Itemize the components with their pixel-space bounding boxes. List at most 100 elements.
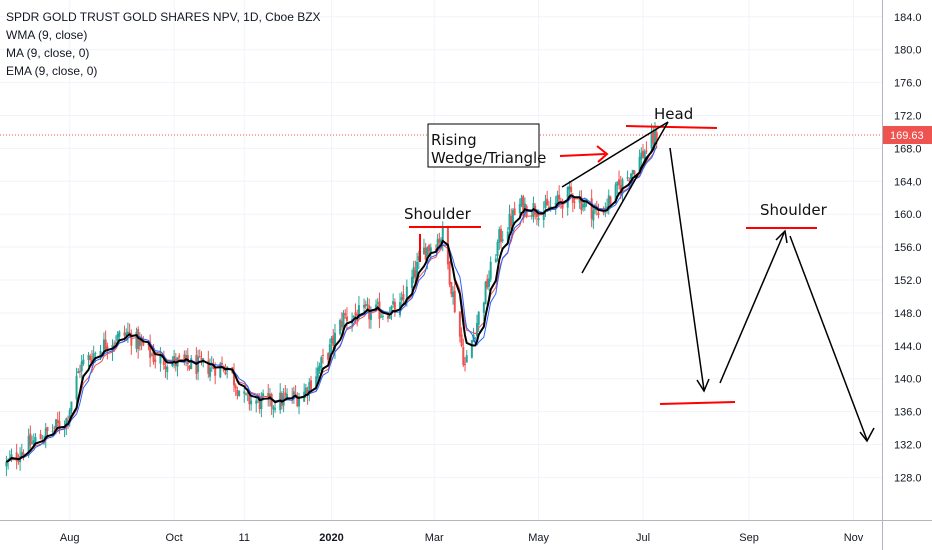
candle-body bbox=[484, 281, 487, 305]
candle-body bbox=[638, 156, 641, 172]
candle-body bbox=[152, 351, 155, 363]
candle-body bbox=[458, 311, 461, 337]
x-tick-label: Jul bbox=[636, 532, 650, 544]
candle-body bbox=[476, 323, 479, 337]
candle-body bbox=[583, 200, 586, 208]
projection-up[interactable] bbox=[719, 232, 785, 384]
candle-body bbox=[244, 393, 247, 395]
candle-body bbox=[537, 218, 540, 220]
candle-body bbox=[511, 210, 514, 225]
candle-body bbox=[366, 304, 369, 306]
candle-body bbox=[542, 211, 545, 221]
y-tick-label: 156.0 bbox=[894, 242, 922, 254]
y-tick-label: 128.0 bbox=[894, 472, 922, 484]
candle-body bbox=[80, 361, 83, 372]
candle-body bbox=[166, 366, 169, 373]
candle-body bbox=[474, 337, 477, 339]
wedge-label-box[interactable] bbox=[427, 123, 540, 168]
candle-body bbox=[248, 394, 251, 405]
candle-body bbox=[89, 355, 92, 360]
candle-body bbox=[162, 355, 165, 366]
candle-body bbox=[645, 150, 648, 152]
candle-body bbox=[267, 392, 270, 398]
candle-body bbox=[238, 390, 241, 397]
candle-body bbox=[280, 393, 283, 406]
candle-body bbox=[619, 184, 622, 194]
candle-body bbox=[626, 177, 629, 179]
candle-body bbox=[99, 350, 102, 357]
candle-body bbox=[513, 208, 516, 216]
candle-body bbox=[142, 341, 145, 346]
candle-body bbox=[376, 302, 379, 304]
candle-body bbox=[436, 239, 439, 249]
candle-body bbox=[428, 245, 431, 252]
candle-body bbox=[200, 357, 203, 361]
candle-body bbox=[628, 179, 631, 182]
candle-body bbox=[616, 181, 619, 186]
wedge-lower-line[interactable] bbox=[581, 121, 669, 274]
projection-arrow-head-1[interactable] bbox=[696, 378, 710, 393]
projection-down-2[interactable] bbox=[789, 235, 868, 441]
candle-body bbox=[653, 129, 656, 144]
candle-body bbox=[590, 198, 593, 219]
candle-body bbox=[46, 427, 49, 432]
candle-body bbox=[453, 290, 456, 313]
x-tick-label: Oct bbox=[166, 532, 183, 544]
candle-body bbox=[547, 206, 550, 209]
candle-body bbox=[219, 363, 222, 378]
candle-body bbox=[464, 363, 467, 366]
candle-body bbox=[29, 433, 32, 446]
candle-body bbox=[606, 206, 609, 208]
candle-body bbox=[44, 428, 47, 440]
wedge-upper-line[interactable] bbox=[561, 121, 669, 188]
candle-body bbox=[56, 419, 59, 424]
candle-body bbox=[655, 132, 658, 142]
projection-arrow-head-3[interactable] bbox=[859, 427, 875, 443]
candle-body bbox=[642, 150, 644, 158]
candle-body bbox=[243, 391, 246, 394]
candle-body bbox=[602, 211, 605, 214]
candle-body bbox=[486, 279, 489, 288]
candle-body bbox=[333, 332, 336, 350]
chart-grid bbox=[0, 0, 882, 520]
candle-body bbox=[104, 339, 107, 349]
candle-body bbox=[354, 312, 357, 316]
candle-body bbox=[178, 355, 181, 358]
x-axis: Aug Oct 11 2020 Mar May Jul Sep Nov bbox=[0, 520, 932, 544]
candle-body bbox=[566, 186, 569, 208]
candle-body bbox=[258, 396, 261, 409]
wedge-arrow-head[interactable] bbox=[596, 145, 609, 163]
projection-arrow-head-2[interactable] bbox=[775, 229, 788, 244]
candle-body bbox=[102, 339, 105, 353]
candle-body bbox=[489, 261, 492, 280]
candle-body bbox=[128, 332, 131, 334]
candle-body bbox=[554, 202, 557, 206]
candle-body bbox=[92, 353, 95, 361]
candle-body bbox=[546, 198, 549, 206]
candle-body bbox=[573, 201, 576, 203]
candle-body bbox=[39, 434, 42, 440]
candle-body bbox=[556, 195, 559, 205]
projection-down-1[interactable] bbox=[669, 147, 705, 391]
candle-body bbox=[640, 152, 643, 160]
candle-body bbox=[342, 312, 345, 329]
candle-body bbox=[150, 354, 153, 356]
candle-body bbox=[272, 406, 275, 410]
candle-body bbox=[618, 179, 621, 186]
ma-line bbox=[6, 146, 658, 463]
wedge-arrow-shaft[interactable] bbox=[559, 153, 606, 157]
candle-body bbox=[328, 344, 331, 363]
candle-body bbox=[183, 354, 186, 361]
candle-body bbox=[426, 247, 429, 262]
candle-body bbox=[501, 239, 504, 241]
head-line[interactable] bbox=[625, 125, 718, 129]
candle-body bbox=[416, 261, 419, 278]
x-tick-label: Sep bbox=[739, 532, 759, 544]
target-line[interactable] bbox=[659, 401, 736, 405]
candle-body bbox=[114, 342, 117, 344]
y-tick-label: 136.0 bbox=[894, 407, 922, 419]
candle-body bbox=[224, 372, 227, 375]
candle-body bbox=[621, 179, 624, 194]
